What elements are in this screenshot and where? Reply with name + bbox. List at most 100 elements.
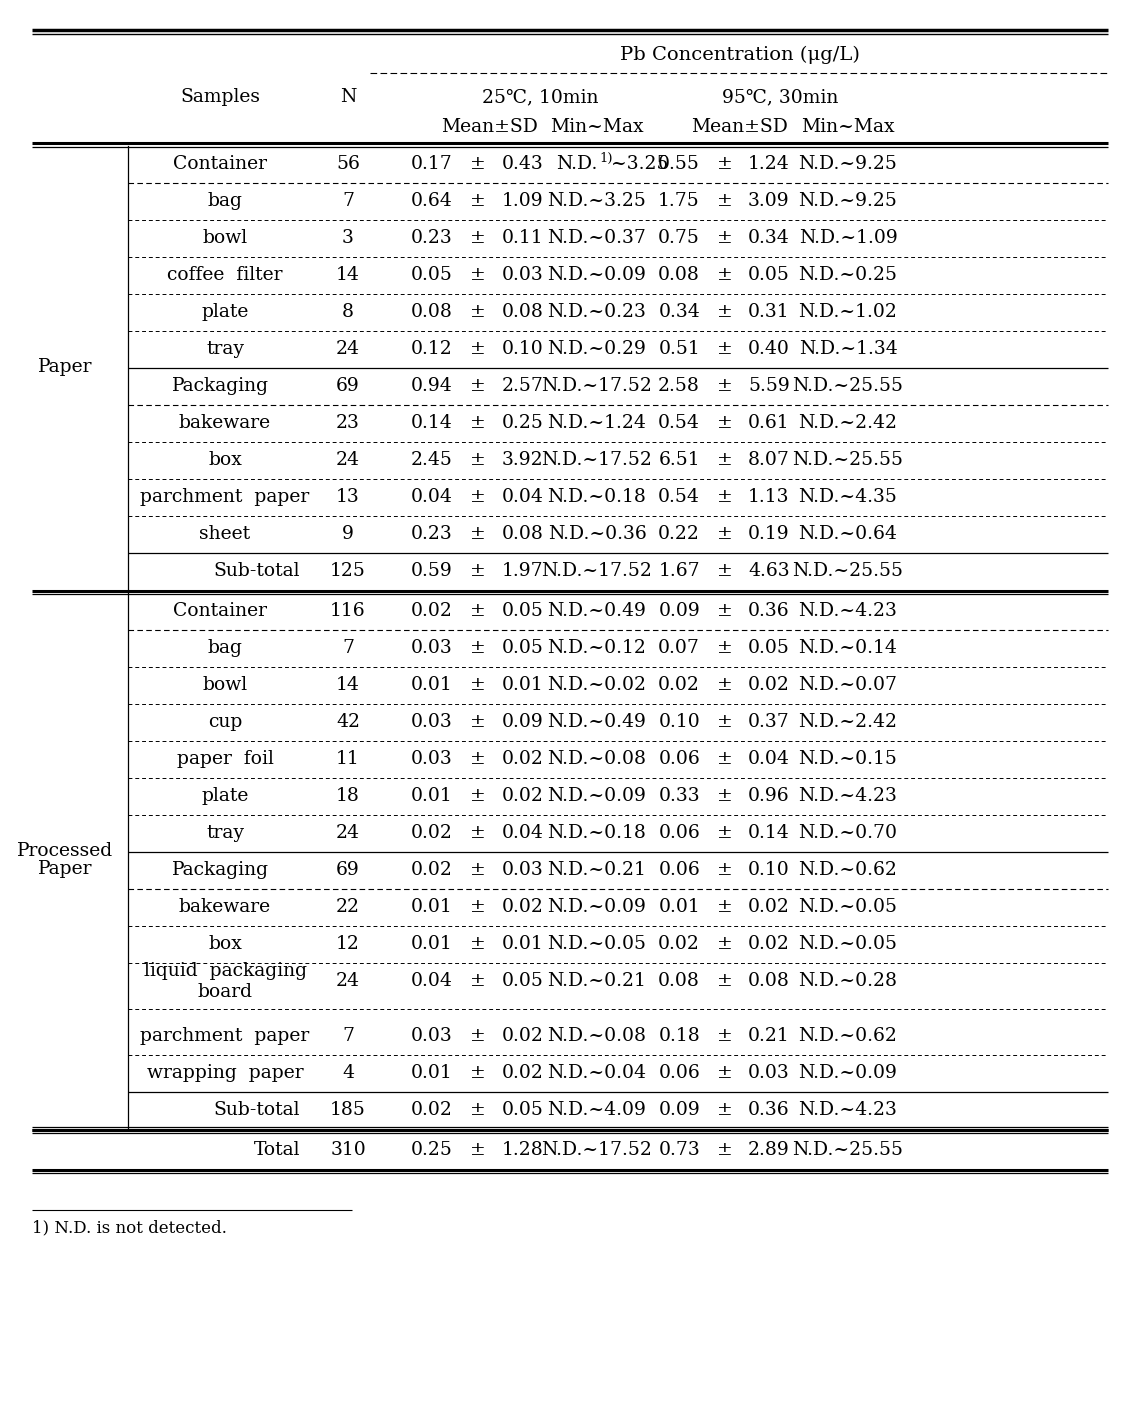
Text: ±: ±: [471, 525, 485, 542]
Text: tray: tray: [206, 823, 244, 842]
Text: 0.05: 0.05: [502, 639, 544, 658]
Text: ±: ±: [717, 1102, 733, 1118]
Text: parchment  paper: parchment paper: [141, 1027, 310, 1045]
Text: N.D.~0.64: N.D.~0.64: [798, 525, 897, 542]
Text: ±: ±: [717, 340, 733, 358]
Text: bag: bag: [208, 639, 243, 658]
Text: 0.08: 0.08: [658, 266, 700, 284]
Text: ±: ±: [717, 934, 733, 953]
Text: 0.14: 0.14: [748, 823, 789, 842]
Text: 7: 7: [342, 192, 354, 209]
Text: box: box: [208, 451, 242, 469]
Text: 0.08: 0.08: [502, 303, 544, 320]
Text: bowl: bowl: [203, 676, 247, 694]
Text: ±: ±: [471, 1102, 485, 1118]
Text: N.D.~0.04: N.D.~0.04: [548, 1064, 646, 1082]
Text: 0.01: 0.01: [412, 898, 452, 916]
Text: 5.59: 5.59: [748, 377, 789, 395]
Text: 3: 3: [342, 229, 354, 247]
Text: ±: ±: [717, 898, 733, 916]
Text: ±: ±: [717, 229, 733, 247]
Text: ±: ±: [471, 340, 485, 358]
Text: Sub-total: Sub-total: [213, 1102, 301, 1118]
Text: ±: ±: [471, 414, 485, 431]
Text: ±: ±: [717, 451, 733, 469]
Text: 7: 7: [342, 639, 354, 658]
Text: ±: ±: [471, 601, 485, 620]
Text: N.D.~0.14: N.D.~0.14: [798, 639, 897, 658]
Text: ±: ±: [471, 377, 485, 395]
Text: N.D.~0.49: N.D.~0.49: [548, 712, 646, 731]
Text: 7: 7: [342, 1027, 354, 1045]
Text: ±: ±: [471, 676, 485, 694]
Text: 0.02: 0.02: [502, 1027, 544, 1045]
Text: N.D.~17.52: N.D.~17.52: [542, 377, 652, 395]
Text: ±: ±: [471, 451, 485, 469]
Text: N.D.~1.34: N.D.~1.34: [798, 340, 897, 358]
Text: N.D.~1.02: N.D.~1.02: [798, 303, 897, 320]
Text: 0.05: 0.05: [412, 266, 452, 284]
Text: 0.05: 0.05: [502, 1102, 544, 1118]
Text: ±: ±: [717, 562, 733, 580]
Text: ±: ±: [471, 1027, 485, 1045]
Text: 11: 11: [336, 750, 359, 769]
Text: N.D.~0.62: N.D.~0.62: [798, 1027, 897, 1045]
Text: N.D.~9.25: N.D.~9.25: [798, 192, 897, 209]
Text: 18: 18: [336, 787, 359, 805]
Text: 2.45: 2.45: [412, 451, 452, 469]
Text: N.D.~0.29: N.D.~0.29: [548, 340, 646, 358]
Text: 12: 12: [336, 934, 359, 953]
Text: paper  foil: paper foil: [177, 750, 273, 769]
Text: plate: plate: [202, 303, 248, 320]
Text: N.D.~4.23: N.D.~4.23: [798, 787, 897, 805]
Text: N.D.~9.25: N.D.~9.25: [798, 155, 897, 173]
Text: 23: 23: [336, 414, 359, 431]
Text: ±: ±: [717, 414, 733, 431]
Text: 0.09: 0.09: [658, 601, 700, 620]
Text: 0.43: 0.43: [502, 155, 543, 173]
Text: N.D.~0.25: N.D.~0.25: [798, 266, 897, 284]
Text: 1.97: 1.97: [502, 562, 543, 580]
Text: liquid  packaging: liquid packaging: [144, 962, 306, 981]
Text: ±: ±: [471, 823, 485, 842]
Text: 1.24: 1.24: [748, 155, 789, 173]
Text: N: N: [340, 89, 356, 105]
Text: N.D.~0.02: N.D.~0.02: [548, 676, 646, 694]
Text: ±: ±: [471, 787, 485, 805]
Text: 0.31: 0.31: [748, 303, 789, 320]
Text: Container: Container: [174, 155, 266, 173]
Text: N.D.~0.09: N.D.~0.09: [548, 898, 646, 916]
Text: ±: ±: [717, 861, 733, 880]
Text: 1.09: 1.09: [502, 192, 543, 209]
Text: 0.03: 0.03: [412, 750, 452, 769]
Text: Samples: Samples: [180, 89, 260, 105]
Text: 8.07: 8.07: [748, 451, 790, 469]
Text: 0.22: 0.22: [658, 525, 700, 542]
Text: ±: ±: [717, 155, 733, 173]
Text: ±: ±: [471, 712, 485, 731]
Text: bakeware: bakeware: [179, 898, 271, 916]
Text: Paper: Paper: [37, 358, 92, 377]
Text: 0.05: 0.05: [748, 639, 790, 658]
Text: wrapping  paper: wrapping paper: [146, 1064, 303, 1082]
Text: ±: ±: [717, 787, 733, 805]
Text: ±: ±: [717, 676, 733, 694]
Text: 125: 125: [330, 562, 366, 580]
Text: 0.55: 0.55: [658, 155, 700, 173]
Text: 0.18: 0.18: [658, 1027, 700, 1045]
Text: ±: ±: [471, 898, 485, 916]
Text: 0.01: 0.01: [412, 787, 452, 805]
Text: Min~Max: Min~Max: [802, 118, 895, 136]
Text: ±: ±: [717, 488, 733, 506]
Text: 0.04: 0.04: [748, 750, 790, 769]
Text: Container: Container: [174, 601, 266, 620]
Text: 0.02: 0.02: [658, 934, 700, 953]
Text: 0.12: 0.12: [412, 340, 452, 358]
Text: N.D.~0.49: N.D.~0.49: [548, 601, 646, 620]
Text: N.D.~0.18: N.D.~0.18: [548, 823, 646, 842]
Text: parchment  paper: parchment paper: [141, 488, 310, 506]
Text: N.D.~4.23: N.D.~4.23: [798, 1102, 897, 1118]
Text: ±: ±: [717, 1141, 733, 1159]
Text: N.D.~25.55: N.D.~25.55: [793, 451, 904, 469]
Text: 0.05: 0.05: [502, 601, 544, 620]
